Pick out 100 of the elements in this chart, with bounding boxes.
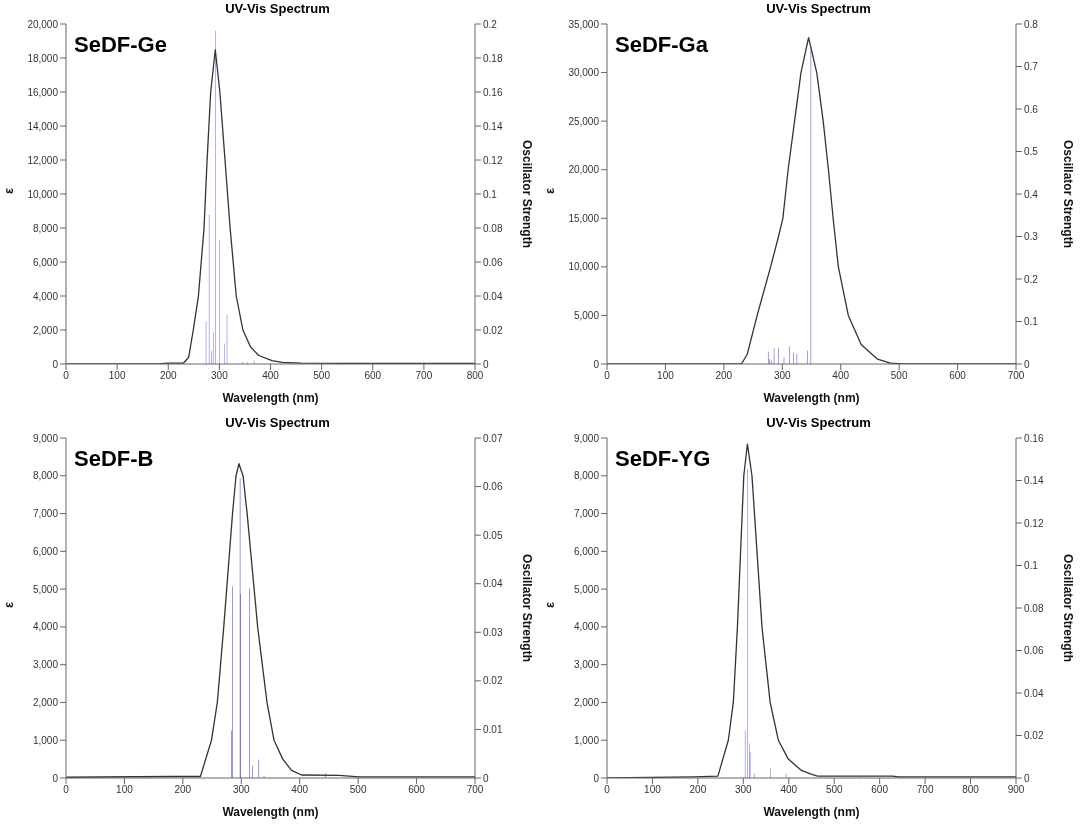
chart-title: UV-Vis Spectrum: [224, 414, 331, 432]
x-tick-label: 300: [734, 784, 753, 796]
y2-tick-label: 0.06: [1024, 645, 1044, 657]
y2-tick-label: 0.12: [483, 154, 503, 166]
y2-axis-title: Oscillator Strength: [519, 553, 534, 663]
x-tick-label: 200: [715, 370, 733, 382]
x-tick-label: 400: [291, 784, 309, 796]
y2-tick-label: 0.02: [483, 675, 503, 687]
x-tick-label: 800: [466, 370, 484, 382]
y-tick-label: 20,000: [568, 164, 600, 176]
annotation: SeDF-B: [74, 446, 154, 472]
y2-tick-label: 0.3: [1024, 231, 1039, 243]
y-tick-label: 25,000: [568, 115, 600, 127]
x-tick-label: 500: [349, 784, 367, 796]
x-tick-label: 200: [159, 370, 178, 382]
y2-tick-label: 0.2: [1024, 273, 1039, 285]
y2-axis-title: Oscillator Strength: [1060, 553, 1075, 663]
x-tick-label: 100: [657, 370, 675, 382]
x-axis-title: Wavelength (nm): [763, 805, 860, 819]
y-tick-label: 14,000: [27, 120, 59, 132]
x-tick-label: 100: [116, 784, 134, 796]
annotation: SeDF-YG: [615, 446, 711, 472]
x-tick-label: 700: [466, 784, 484, 796]
x-tick-label: 400: [780, 784, 798, 796]
y-axis-title: ε: [541, 187, 557, 194]
y-tick-label: 30,000: [568, 67, 600, 79]
y-tick-label: 0: [52, 358, 59, 370]
x-tick-label: 600: [408, 784, 426, 796]
annotation: SeDF-Ga: [615, 32, 708, 58]
y2-tick-label: 0.1: [483, 188, 498, 200]
y-tick-label: 1,000: [573, 734, 600, 746]
y2-axis-title: Oscillator Strength: [1060, 139, 1075, 249]
y2-tick-label: 0.01: [483, 723, 503, 735]
y2-tick-label: 0.12: [1024, 517, 1044, 529]
y-tick-label: 2,000: [573, 696, 600, 708]
y-tick-label: 6,000: [32, 545, 59, 557]
y2-tick-label: 0.6: [1024, 103, 1039, 115]
x-tick-label: 800: [962, 784, 980, 796]
y2-tick-label: 0.06: [483, 256, 503, 268]
y-tick-label: 20,000: [27, 18, 59, 30]
x-tick-label: 600: [949, 370, 967, 382]
chart-title: UV-Vis Spectrum: [765, 0, 872, 18]
y2-tick-label: 0.02: [483, 324, 503, 336]
y2-tick-label: 0.08: [1024, 602, 1044, 614]
y-tick-label: 8,000: [32, 222, 59, 234]
y2-tick-label: 0.08: [483, 222, 503, 234]
y2-tick-label: 0: [483, 358, 489, 370]
y2-tick-label: 0: [1024, 358, 1030, 370]
y2-tick-label: 0: [1024, 772, 1030, 784]
y2-tick-label: 0.4: [1024, 188, 1039, 200]
y-tick-label: 7,000: [573, 508, 600, 520]
y2-tick-label: 0.04: [483, 578, 503, 590]
y-tick-label: 10,000: [27, 188, 59, 200]
x-tick-label: 200: [689, 784, 707, 796]
x-tick-label: 0: [604, 370, 611, 382]
y-tick-label: 8,000: [32, 470, 59, 482]
y-tick-label: 0: [593, 358, 600, 370]
y-tick-label: 0: [593, 772, 600, 784]
y2-tick-label: 0.1: [1024, 560, 1039, 572]
y2-tick-label: 0.14: [1024, 475, 1044, 487]
y2-tick-label: 0.16: [483, 86, 503, 98]
y-tick-label: 3,000: [573, 659, 600, 671]
chart-title: UV-Vis Spectrum: [224, 0, 331, 18]
x-tick-label: 100: [644, 784, 662, 796]
y2-tick-label: 0.5: [1024, 146, 1039, 158]
y-tick-label: 18,000: [27, 52, 59, 64]
x-tick-label: 600: [364, 370, 382, 382]
y2-tick-label: 0.07: [483, 432, 503, 444]
x-tick-label: 200: [174, 784, 192, 796]
y2-tick-label: 0.14: [483, 120, 503, 132]
y2-tick-label: 0.02: [1024, 730, 1044, 742]
y-tick-label: 5,000: [573, 583, 600, 595]
y-tick-label: 2,000: [32, 696, 59, 708]
y-tick-label: 12,000: [27, 154, 59, 166]
y-tick-label: 9,000: [573, 432, 600, 444]
y2-tick-label: 0.2: [483, 18, 498, 30]
y2-tick-label: 0.1: [1024, 316, 1039, 328]
y-tick-label: 7,000: [32, 508, 59, 520]
x-tick-label: 0: [63, 784, 70, 796]
y-tick-label: 2,000: [32, 324, 59, 336]
y-tick-label: 10,000: [568, 261, 600, 273]
y-tick-label: 16,000: [27, 86, 59, 98]
y-tick-label: 9,000: [32, 432, 59, 444]
x-tick-label: 600: [871, 784, 889, 796]
y-axis-title: ε: [0, 601, 16, 608]
x-tick-label: 700: [916, 784, 934, 796]
y2-tick-label: 0.04: [483, 290, 503, 302]
x-tick-label: 700: [1007, 370, 1025, 382]
x-tick-label: 0: [63, 370, 70, 382]
y-tick-label: 35,000: [568, 18, 600, 30]
y2-tick-label: 0.8: [1024, 18, 1039, 30]
x-tick-label: 500: [825, 784, 843, 796]
y-tick-label: 8,000: [573, 470, 600, 482]
x-tick-label: 500: [313, 370, 331, 382]
x-tick-label: 400: [262, 370, 280, 382]
x-tick-label: 400: [832, 370, 850, 382]
x-tick-label: 100: [108, 370, 126, 382]
x-tick-label: 300: [211, 370, 229, 382]
y2-tick-label: 0.18: [483, 52, 503, 64]
y2-axis-title: Oscillator Strength: [519, 139, 534, 249]
